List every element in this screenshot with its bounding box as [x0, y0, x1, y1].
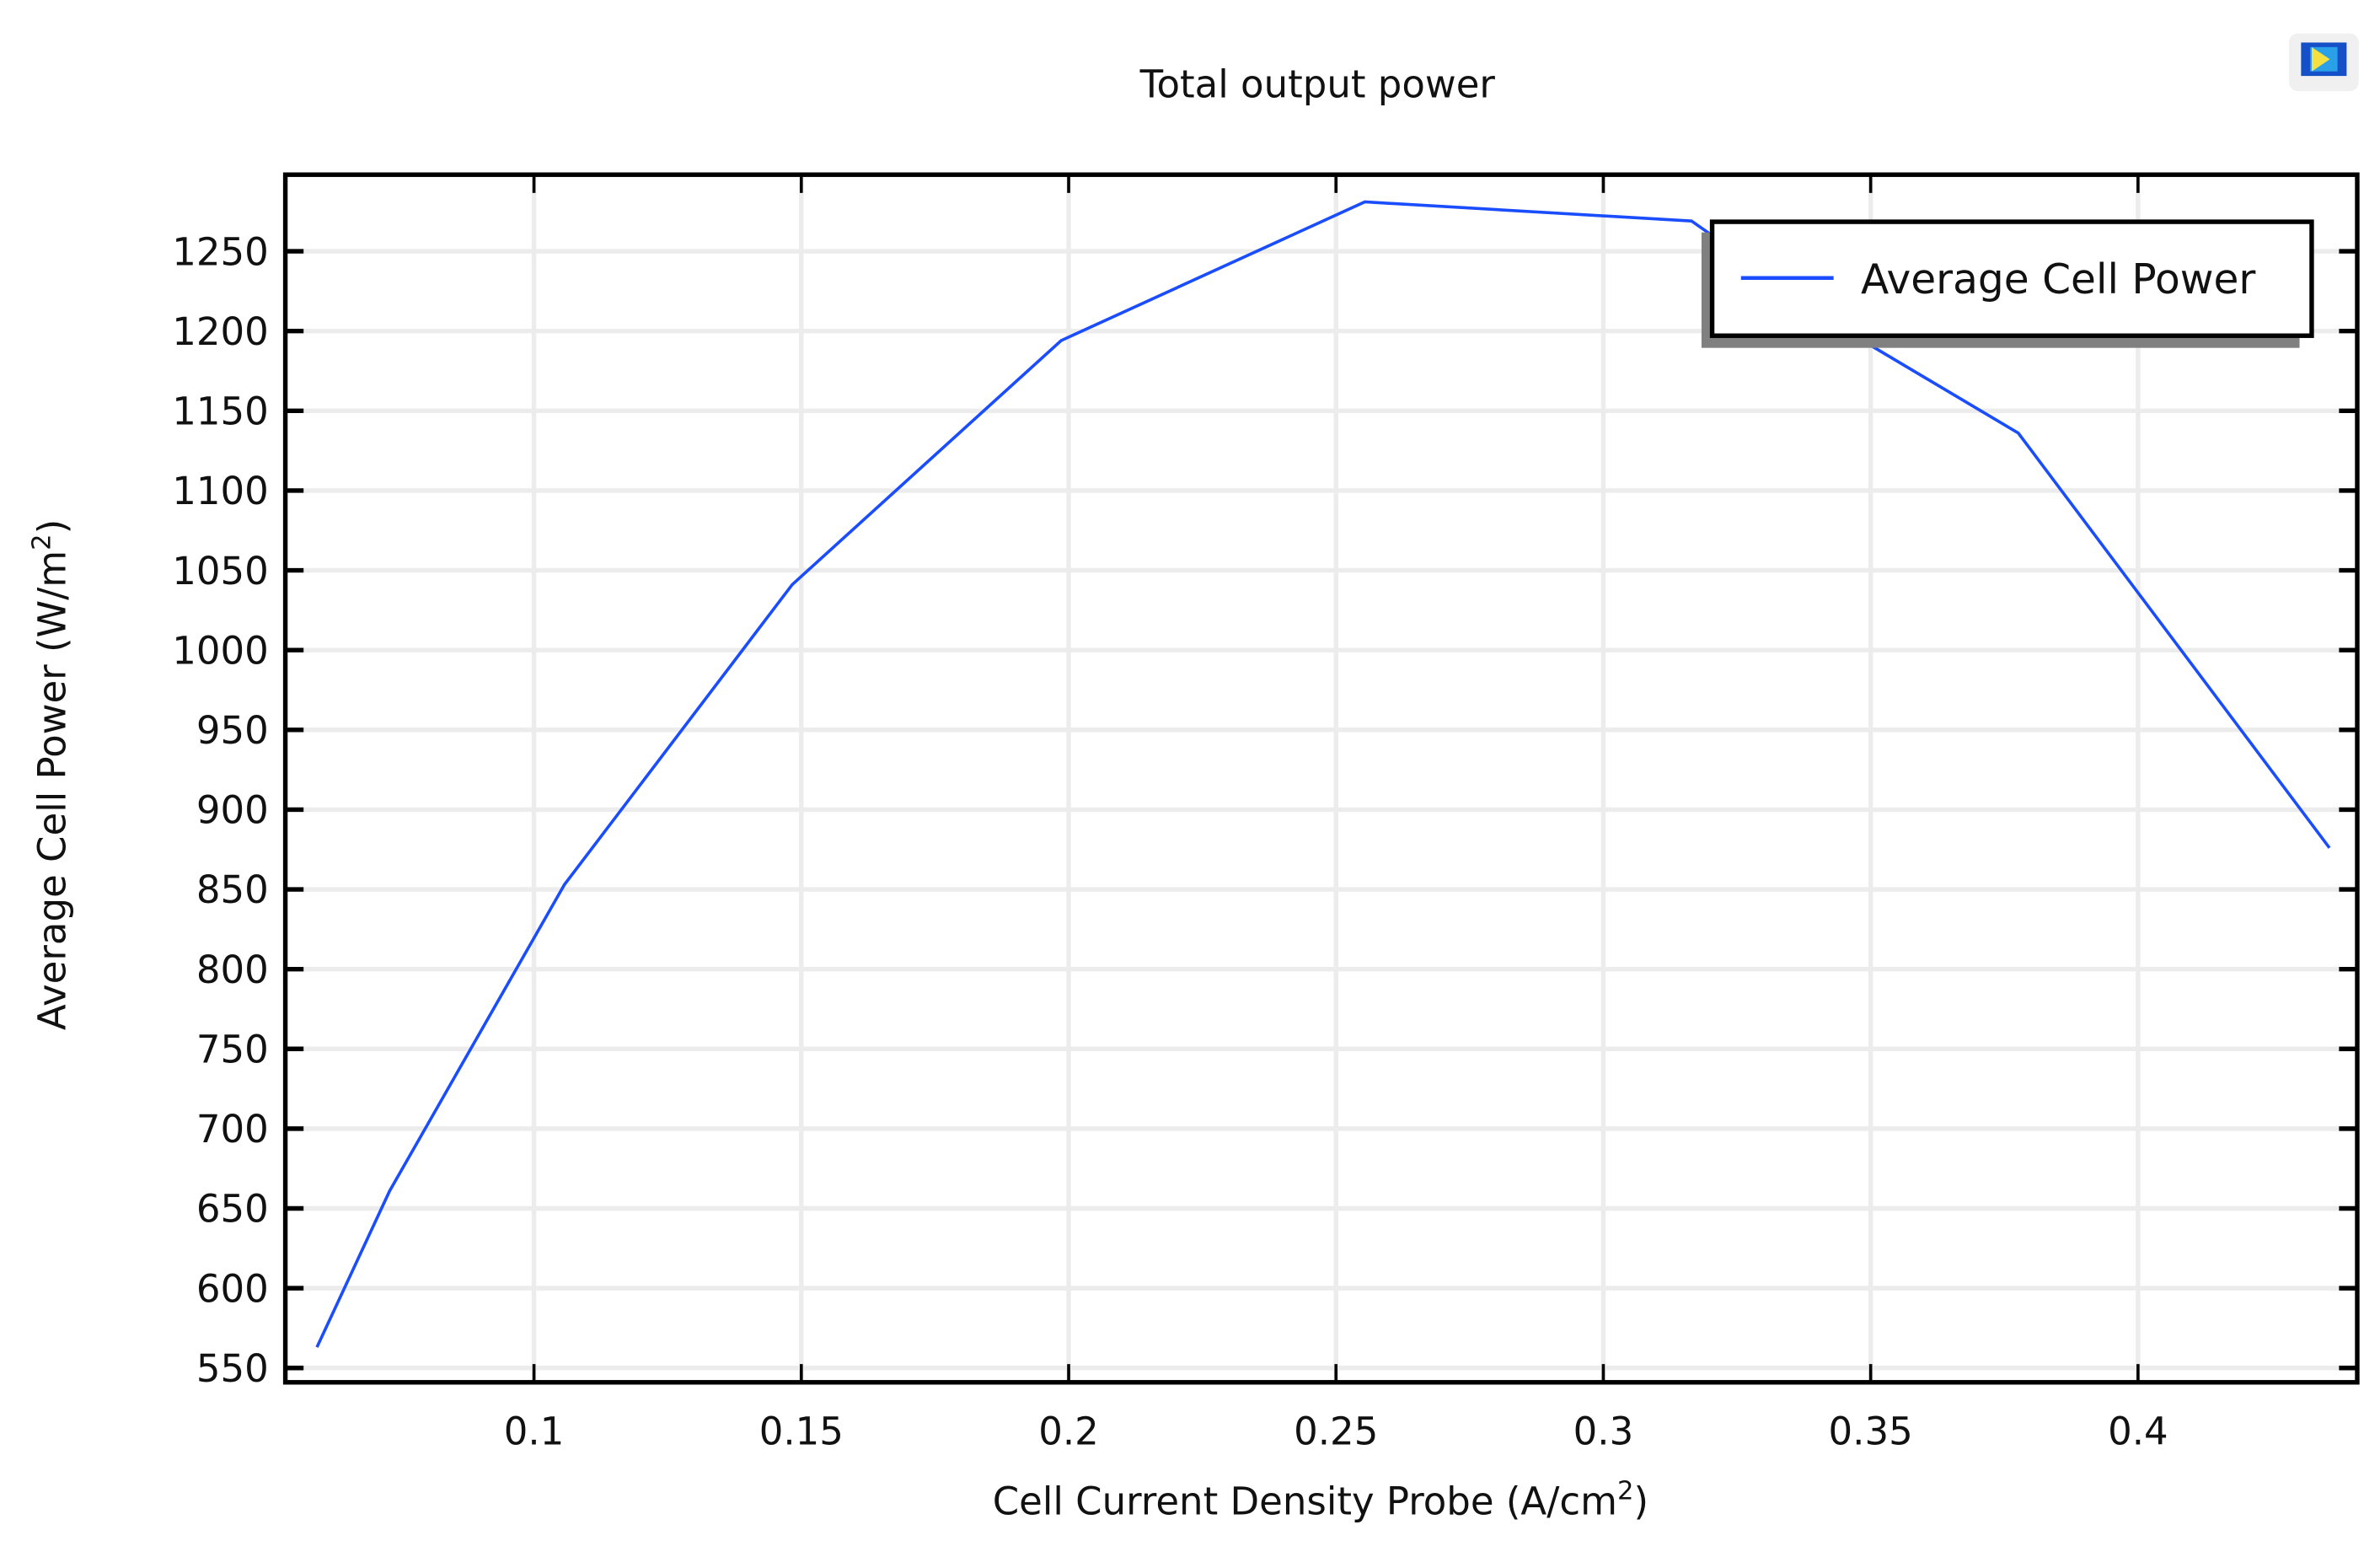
comsol-logo-icon[interactable]	[2288, 33, 2359, 92]
y-tick-label: 1100	[172, 469, 269, 513]
x-tick-label: 0.25	[1294, 1409, 1378, 1454]
y-axis-title-tail: )	[29, 519, 74, 534]
y-axis-title: Average Cell Power (W/m2)	[27, 519, 74, 1030]
y-tick-label: 650	[196, 1187, 269, 1232]
x-tick-label: 0.3	[1573, 1409, 1634, 1454]
y-tick-label: 1250	[172, 229, 269, 274]
grid-lines	[285, 174, 2357, 1383]
x-axis-title-sup: 2	[1617, 1477, 1633, 1506]
legend-label: Average Cell Power	[1861, 256, 2255, 303]
data-series-average-cell-power	[315, 200, 2331, 1348]
y-tick-label: 750	[196, 1027, 269, 1071]
x-axis-title-base: Cell Current Density Probe (A/cm	[993, 1479, 1617, 1524]
axis-ticks	[285, 174, 2357, 1383]
x-axis-tick-labels: 0.1 0.15 0.2 0.25 0.3 0.35 0.4	[504, 1409, 2168, 1454]
y-tick-label: 550	[196, 1346, 269, 1391]
y-tick-label: 1150	[172, 389, 269, 434]
y-axis-title-base: Average Cell Power (W/m	[29, 550, 74, 1030]
y-tick-label: 1050	[172, 549, 269, 593]
y-axis-tick-labels: 550 600 650 700 750 800 850 900 950 1000 1050 1100 1…	[172, 229, 269, 1391]
chart-title: Total output power	[1139, 62, 1496, 106]
series-line	[315, 200, 2331, 1348]
x-tick-label: 0.35	[1829, 1409, 1913, 1454]
plot-area-frame	[282, 172, 2360, 1385]
y-tick-label: 900	[196, 788, 269, 833]
y-tick-label: 850	[196, 867, 269, 912]
x-tick-label: 0.2	[1038, 1409, 1099, 1454]
x-tick-label: 0.1	[504, 1409, 565, 1454]
legend[interactable]: Average Cell Power	[1701, 219, 2314, 348]
y-tick-label: 800	[196, 948, 269, 992]
y-tick-label: 950	[196, 708, 269, 753]
y-axis-title-sup: 2	[27, 534, 56, 550]
x-axis-title-tail: )	[1633, 1479, 1648, 1524]
y-tick-label: 600	[196, 1266, 269, 1311]
x-axis-title: Cell Current Density Probe (A/cm2)	[993, 1477, 1648, 1524]
x-tick-label: 0.4	[2108, 1409, 2168, 1454]
x-tick-label: 0.15	[759, 1409, 844, 1454]
y-tick-label: 700	[196, 1107, 269, 1152]
y-tick-label: 1200	[172, 309, 269, 354]
y-tick-label: 1000	[172, 628, 269, 673]
